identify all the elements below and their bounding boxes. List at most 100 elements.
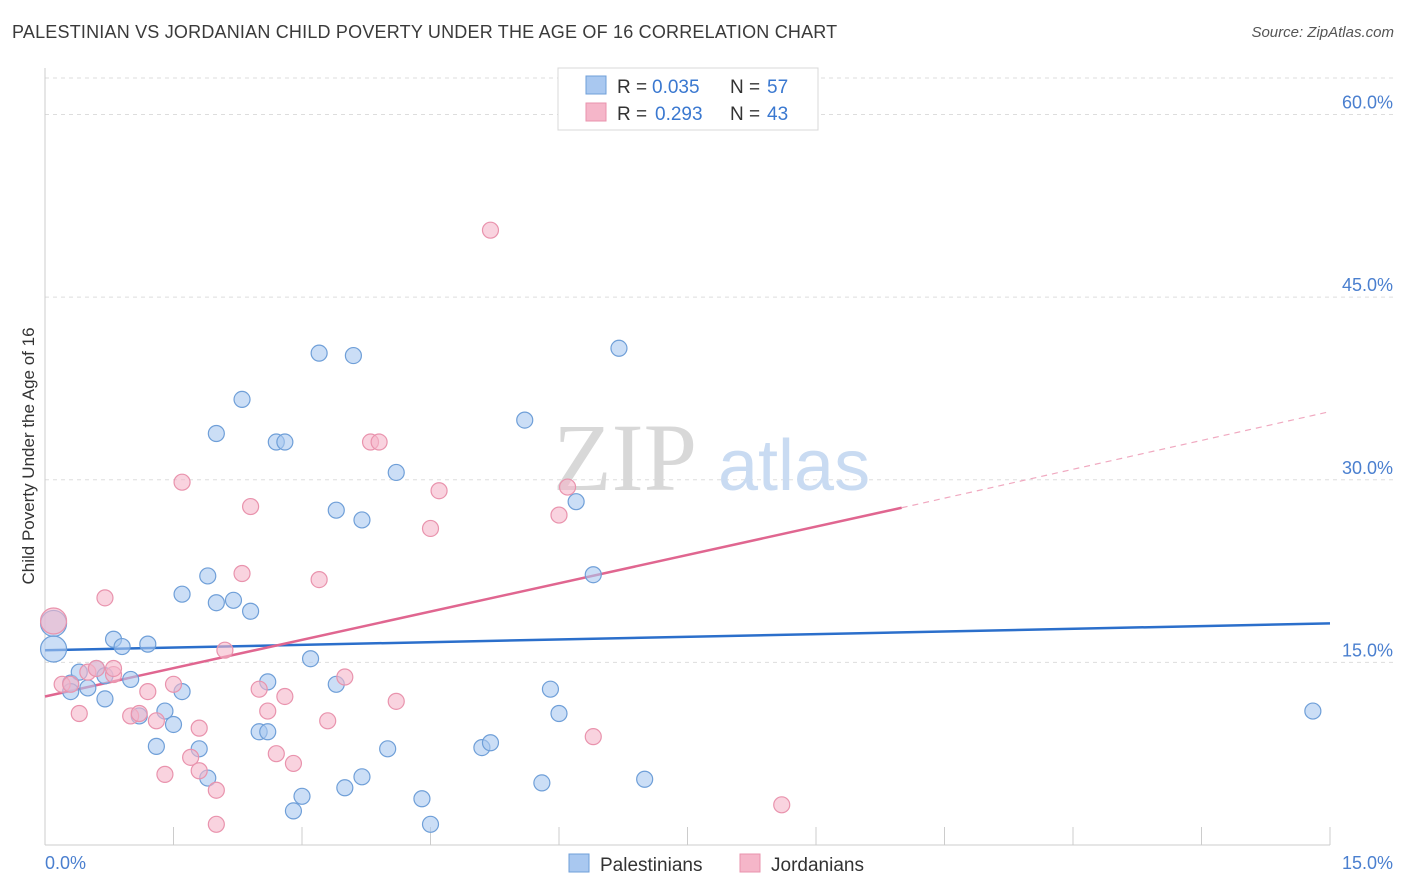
point-jordanians-15 (173, 473, 191, 491)
point-jordanians-30 (319, 712, 337, 730)
point-jordanians-17 (190, 762, 208, 780)
point-jordanians-18 (190, 719, 208, 737)
point-palestinians-56 (1304, 702, 1322, 720)
legend-n-label-1: N = (730, 77, 760, 98)
x-tick-label-max: 15.0% (1342, 853, 1393, 873)
point-palestinians-14 (147, 737, 165, 755)
legend-r-value-2: 0.293 (655, 104, 703, 125)
trend-line-jordanians (44, 506, 902, 698)
point-palestinians-55 (636, 770, 654, 788)
point-palestinians-5 (79, 679, 97, 697)
point-palestinians-51 (550, 704, 568, 723)
point-jordanians-16 (182, 748, 200, 766)
trend-lines (44, 410, 1331, 698)
point-palestinians-24 (224, 591, 243, 609)
legend-r-value-1: 0.035 (652, 77, 700, 98)
point-jordanians-12 (147, 712, 165, 730)
point-palestinians-49 (533, 774, 551, 792)
point-palestinians-21 (199, 567, 217, 585)
trend-line-palestinians (44, 622, 1331, 652)
point-palestinians-53 (584, 566, 602, 584)
point-jordanians-25 (259, 702, 277, 720)
legend-r-label-1: R = (617, 77, 647, 98)
point-palestinians-26 (242, 602, 260, 620)
bottom-legend-swatch-jordanians (739, 853, 761, 873)
y-tick-label-3: 60.0% (1342, 93, 1393, 113)
point-jordanians-28 (284, 754, 303, 773)
point-palestinians-34 (301, 650, 320, 668)
point-palestinians-52 (567, 493, 585, 511)
point-palestinians-7 (96, 690, 114, 708)
y-tick-label-2: 45.0% (1342, 275, 1393, 295)
point-palestinians-54 (610, 339, 628, 357)
point-jordanians-20 (207, 781, 225, 799)
point-jordanians-0 (39, 607, 68, 635)
point-palestinians-42 (379, 740, 397, 758)
point-palestinians-44 (413, 790, 431, 808)
legend-swatch-palestinians (585, 75, 607, 95)
point-palestinians-1 (39, 635, 68, 663)
point-jordanians-38 (550, 506, 568, 524)
point-jordanians-29 (310, 570, 328, 589)
point-jordanians-33 (370, 433, 388, 451)
point-jordanians-41 (773, 796, 791, 814)
point-palestinians-45 (421, 815, 440, 833)
point-palestinians-10 (113, 637, 131, 656)
y-tick-labels: 15.0% 30.0% 45.0% 60.0% (1342, 93, 1393, 661)
point-palestinians-50 (541, 680, 560, 698)
chart-title: PALESTINIAN VS JORDANIAN CHILD POVERTY U… (12, 22, 838, 42)
legend-n-value-2: 43 (767, 104, 788, 125)
source-label: Source: ZipAtlas.com (1251, 24, 1394, 41)
bottom-legend-swatch-palestinians (568, 853, 590, 873)
point-palestinians-17 (173, 585, 191, 603)
point-jordanians-23 (242, 497, 260, 516)
y-tick-label-0: 15.0% (1342, 640, 1393, 660)
point-palestinians-33 (293, 787, 311, 805)
watermark-atlas: atlas (718, 426, 870, 506)
point-palestinians-16 (164, 715, 183, 734)
point-palestinians-43 (387, 463, 405, 482)
legend: R = 0.035 N = 57 R = 0.293 N = 43 (557, 67, 819, 131)
legend-n-label-2: N = (730, 104, 760, 125)
legend-swatch-jordanians (585, 102, 607, 122)
point-jordanians-21 (216, 641, 234, 659)
point-palestinians-13 (139, 635, 157, 653)
point-palestinians-38 (336, 779, 354, 797)
point-palestinians-22 (207, 594, 225, 612)
legend-n-value-1: 57 (767, 77, 788, 98)
point-jordanians-27 (276, 687, 294, 706)
point-jordanians-14 (164, 675, 183, 693)
bottom-legend: Palestinians Jordanians (568, 853, 864, 876)
point-palestinians-23 (207, 424, 225, 443)
watermark: ZIP atlas (553, 404, 870, 511)
point-jordanians-11 (139, 682, 157, 701)
point-palestinians-32 (284, 802, 303, 820)
point-jordanians-39 (558, 478, 577, 496)
point-jordanians-8 (104, 659, 123, 678)
point-palestinians-11 (122, 670, 140, 689)
point-palestinians-36 (327, 501, 345, 519)
point-jordanians-19 (207, 815, 225, 833)
point-jordanians-13 (156, 765, 174, 783)
trend-line-jordanians-extension (901, 410, 1331, 509)
point-palestinians-31 (276, 433, 294, 451)
legend-r-label-2: R = (617, 104, 647, 125)
point-jordanians-34 (387, 692, 405, 710)
point-jordanians-3 (70, 704, 88, 723)
point-jordanians-31 (336, 668, 354, 686)
point-palestinians-29 (259, 723, 277, 741)
y-tick-label-1: 30.0% (1342, 458, 1393, 478)
bottom-legend-label-jordanians: Jordanians (771, 855, 864, 876)
point-palestinians-39 (344, 346, 362, 365)
x-ticks (44, 827, 1331, 845)
point-jordanians-6 (96, 589, 114, 607)
point-jordanians-37 (481, 221, 500, 239)
point-palestinians-41 (353, 511, 371, 529)
point-palestinians-47 (481, 734, 500, 752)
point-palestinians-35 (310, 344, 328, 362)
data-points (39, 221, 1322, 833)
point-jordanians-24 (250, 680, 268, 698)
point-jordanians-22 (233, 564, 251, 583)
y-axis-label: Child Poverty Under the Age of 16 (19, 327, 38, 584)
